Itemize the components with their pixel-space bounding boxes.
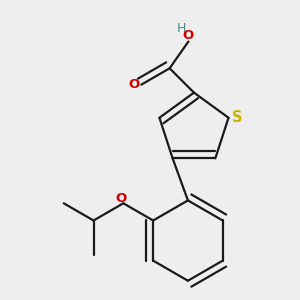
Text: O: O	[116, 192, 127, 205]
Text: O: O	[183, 29, 194, 42]
Text: O: O	[129, 78, 140, 91]
Text: S: S	[232, 110, 242, 125]
Text: H: H	[177, 22, 186, 34]
